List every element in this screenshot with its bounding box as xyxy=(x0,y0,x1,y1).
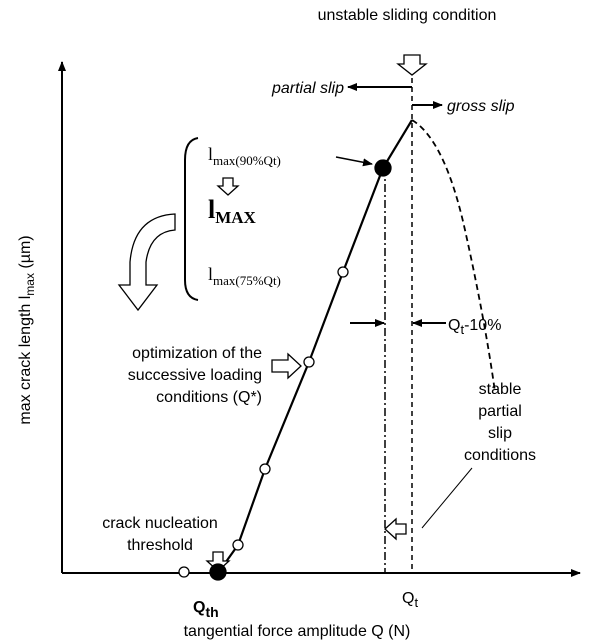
hollow-arrows xyxy=(117,54,428,572)
l-75: lmax(75%Qt) xyxy=(208,264,281,288)
sub: max(75%Qt) xyxy=(213,273,281,288)
gross-slip: gross slip xyxy=(447,98,515,115)
main: max crack length l xyxy=(17,296,34,425)
sub: MAX xyxy=(215,208,256,227)
optimization: conditions (Q*) xyxy=(156,389,262,406)
sub: max xyxy=(23,273,37,296)
sub: t xyxy=(460,322,464,337)
l: l xyxy=(208,144,213,164)
nucleation: threshold xyxy=(127,537,193,554)
sub: t xyxy=(414,595,418,610)
l: l xyxy=(208,195,215,224)
l-MAX: lMAX xyxy=(208,195,257,227)
l: l xyxy=(208,264,213,284)
qt-minus: Qt-10% xyxy=(448,317,501,337)
q: Q xyxy=(402,590,414,607)
q: Q xyxy=(448,317,460,334)
nucleation: crack nucleation xyxy=(102,515,218,532)
l-90: lmax(90%Qt) xyxy=(208,144,281,168)
points xyxy=(178,159,392,581)
y-axis-label: max crack length lmax (µm) xyxy=(17,235,37,424)
top-label: unstable sliding condition xyxy=(318,7,497,24)
optimization: optimization of the xyxy=(132,345,262,362)
q-th: Qth xyxy=(193,599,219,620)
axes xyxy=(58,60,581,577)
stable: conditions xyxy=(464,447,536,464)
sub: max(90%Qt) xyxy=(213,153,281,168)
stable: partial xyxy=(478,403,522,420)
x-axis-label: tangential force amplitude Q (N) xyxy=(184,623,411,640)
rest: -10% xyxy=(464,317,501,334)
q: Q xyxy=(193,599,205,616)
unit: (µm) xyxy=(17,235,34,273)
stable: stable xyxy=(479,381,522,398)
sub: th xyxy=(205,604,218,620)
stable: slip xyxy=(488,425,512,442)
partial-slip: partial slip xyxy=(271,80,344,97)
q-t: Qt xyxy=(402,590,418,610)
optimization: successive loading xyxy=(128,367,262,384)
